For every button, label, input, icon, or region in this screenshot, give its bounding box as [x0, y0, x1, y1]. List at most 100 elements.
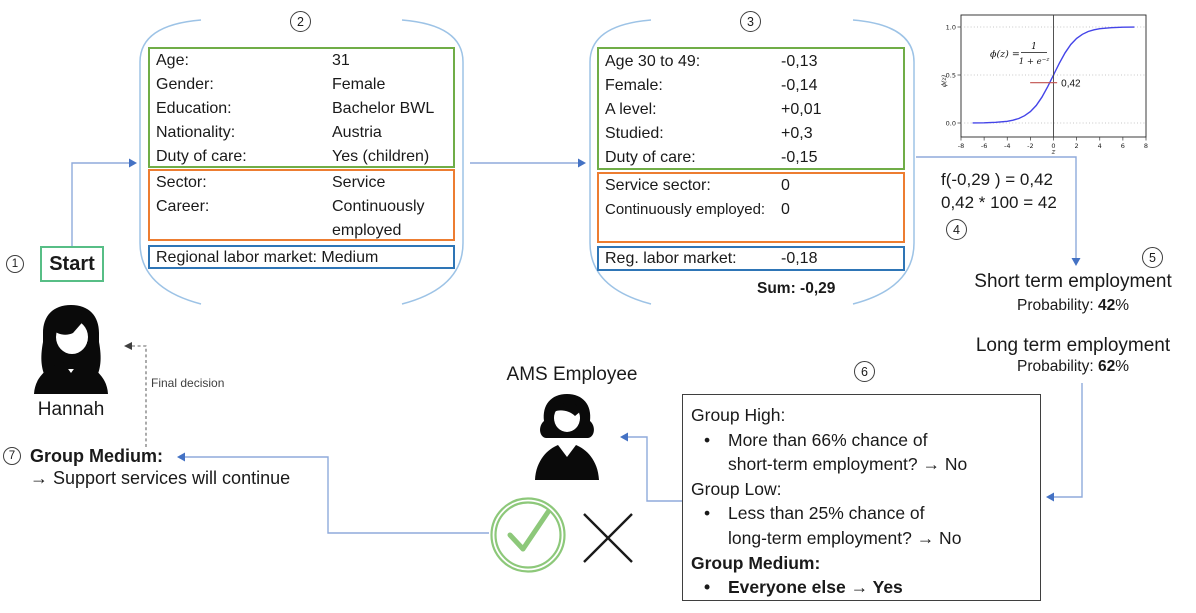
field-label: Duty of care:: [156, 148, 247, 165]
start-box: Start: [40, 246, 104, 282]
long-term-value: 62: [1097, 358, 1116, 375]
coeff-job-card: Service sector: 0 Continuously employed: 0: [597, 172, 905, 243]
sum-text: Sum: -0,29: [757, 280, 836, 297]
calculation-line-1: f(-0,29 ) = 0,42: [941, 170, 1053, 189]
connector-coeff-to-probability: [916, 156, 1077, 258]
x-tick-label: 4: [1098, 142, 1102, 150]
arrowhead: [124, 342, 132, 350]
coeff-value: -0,15: [781, 149, 818, 166]
coeff-label: Duty of care:: [605, 149, 696, 166]
arrowhead: [177, 452, 185, 462]
rule-line: Everyone else → Yes: [691, 575, 1032, 600]
x-tick-label: -6: [981, 142, 987, 150]
field-label: Age:: [156, 52, 189, 69]
rule-line: Group High:: [691, 405, 786, 425]
profile-row: Sector: Service: [156, 171, 449, 195]
y-tick-label: 0.0: [946, 119, 956, 127]
step-badge-6: 6: [854, 361, 875, 382]
coeff-label: Reg. labor market:: [605, 250, 737, 267]
formula-lhs: ϕ(z) =: [990, 49, 1020, 60]
calculation-line-2: 0,42 * 100 = 42: [941, 192, 1057, 212]
step-badge-7: 7: [3, 447, 21, 465]
connector-final-decision: [132, 345, 147, 447]
annotation-label: 0,42: [1061, 78, 1081, 89]
field-label: Gender:: [156, 76, 214, 93]
coeff-value: 0: [781, 177, 790, 194]
field-value: 31: [332, 52, 350, 69]
profile-regional-card: Regional labor market: Medium: [148, 245, 455, 269]
field-label: Nationality:: [156, 124, 236, 141]
brace-left-coeff: [589, 19, 652, 305]
coeff-row: A level: +0,01: [605, 98, 899, 122]
final-decision-label: Final decision: [151, 376, 225, 390]
x-icon: [583, 513, 633, 563]
x-tick-label: 6: [1121, 142, 1125, 150]
coeff-row: Continuously employed: 0: [605, 198, 899, 222]
arrowhead: [129, 158, 137, 168]
decision-subtitle: → Support services will continue: [30, 468, 291, 488]
coeff-regional-card: Reg. labor market: -0,18: [597, 246, 905, 271]
profile-row: Education: Bachelor BWL: [156, 97, 449, 121]
field-value: Yes (children): [332, 148, 430, 165]
step-badge-1: 1: [6, 255, 24, 273]
decision-group-title: Group Medium:: [30, 446, 163, 466]
hannah-icon: [34, 305, 108, 394]
x-tick-label: 8: [1144, 142, 1148, 150]
field-value: Bachelor BWL: [332, 100, 435, 117]
regional-market-text: Regional labor market: Medium: [156, 248, 379, 266]
check-icon: [490, 497, 566, 573]
sigmoid-chart: ϕ(z) = 1 1 + e−z ϕ(z) z 0.0 0.5 1.0 -8 -6 -4 -…: [941, 14, 1148, 156]
coeff-label: A level:: [605, 101, 657, 118]
coeff-personal-card: Age 30 to 49: -0,13 Female: -0,14 A level:…: [597, 47, 905, 170]
field-value: Service: [332, 174, 386, 191]
step-badge-2: 2: [290, 11, 311, 32]
x-tick-label: -2: [1027, 142, 1033, 150]
x-tick-label: 0: [1051, 142, 1055, 150]
coeff-value: -0,13: [781, 53, 818, 70]
profile-job-card: Sector: Service Career: Continuously emplo…: [148, 169, 455, 241]
arrowhead: [620, 432, 628, 442]
field-value: Female: [332, 76, 386, 93]
y-tick-label: 0.5: [946, 71, 956, 79]
field-value: Austria: [332, 124, 382, 141]
short-term-title: Short term employment: [974, 271, 1172, 292]
step-badge-3: 3: [740, 11, 761, 32]
short-term-probability: Probability: 42%: [1016, 297, 1130, 314]
group-rules-box: Group High: More than 66% chance of shor…: [682, 394, 1041, 601]
y-tick-label: 1.0: [946, 23, 956, 31]
calculation-block: f(-0,29 ) = 0,42 0,42 * 100 = 42: [941, 169, 1057, 214]
coeff-label: Service sector:: [605, 177, 711, 194]
step-badge-5: 5: [1142, 247, 1163, 268]
arrowhead: [1046, 492, 1054, 502]
brace-left-profile: [139, 19, 202, 305]
short-term-value: 42: [1097, 297, 1116, 314]
rule-line: More than 66% chance of: [691, 428, 1032, 453]
formula-numerator: 1: [1031, 42, 1037, 52]
x-tick-label: 2: [1075, 142, 1079, 150]
rule-line: long-term employment? → No: [728, 527, 962, 548]
profile-row: Career: Continuously employed: [156, 195, 449, 243]
coeff-row: Age 30 to 49: -0,13: [605, 50, 899, 74]
coeff-label: Age 30 to 49:: [605, 53, 701, 70]
step-badge-4: 4: [946, 219, 967, 240]
coeff-label: Studied:: [605, 125, 664, 142]
coeff-value: +0,3: [781, 125, 813, 142]
profile-personal-card: Age: 31 Gender: Female Education: Bachelor …: [148, 47, 455, 168]
rule-line: Group Medium:: [691, 552, 821, 573]
coeff-row: Service sector: 0: [605, 174, 899, 198]
x-tick-label: -4: [1004, 142, 1010, 150]
arrowhead: [1071, 258, 1081, 266]
formula-denominator: 1 + e−z: [1019, 57, 1050, 67]
long-term-probability: Probability: 62%: [1016, 358, 1130, 375]
x-axis-label: z: [1051, 148, 1056, 156]
profile-row: Gender: Female: [156, 73, 449, 97]
brace-right-profile: [401, 19, 464, 305]
profile-row: Duty of care: Yes (children): [156, 145, 449, 169]
coeff-row: Reg. labor market: -0,18: [605, 248, 899, 269]
coeff-row: Studied: +0,3: [605, 122, 899, 146]
field-label: Education:: [156, 100, 232, 117]
field-value: Continuously employed: [332, 198, 425, 239]
coeff-row: Female: -0,14: [605, 74, 899, 98]
field-label: Career:: [156, 198, 210, 215]
